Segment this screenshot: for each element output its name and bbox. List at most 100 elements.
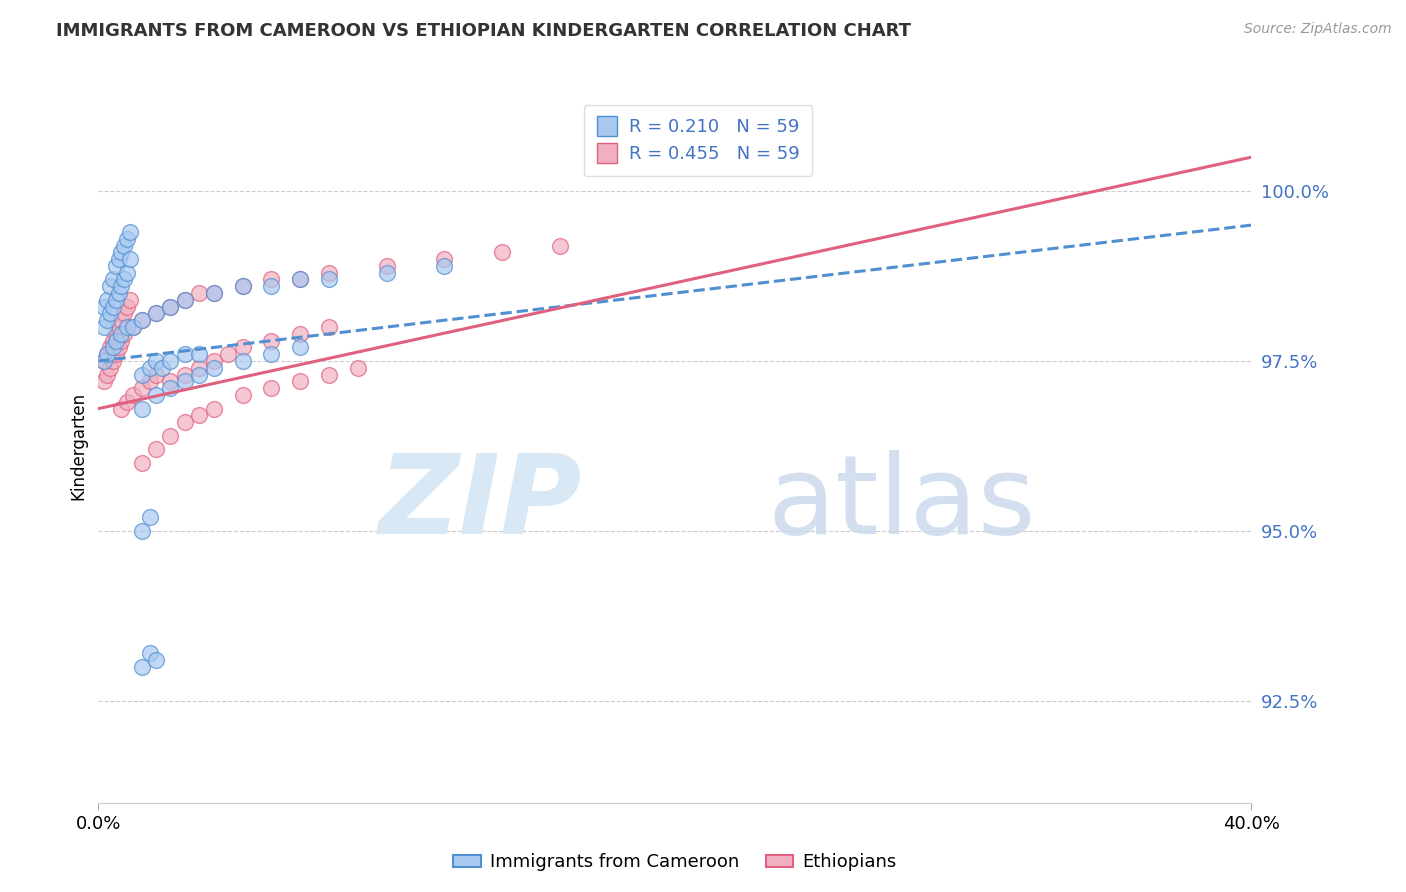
Point <box>112 306 135 320</box>
Point <box>290 326 312 341</box>
Point <box>93 354 115 368</box>
Point <box>231 341 254 355</box>
Point <box>260 272 283 286</box>
Text: atlas: atlas <box>768 450 1036 557</box>
Point <box>290 341 312 355</box>
Point <box>491 245 513 260</box>
Point <box>145 354 167 368</box>
Point <box>93 354 115 368</box>
Point <box>104 259 127 273</box>
Point <box>346 360 368 375</box>
Point <box>260 334 283 348</box>
Point <box>174 347 197 361</box>
Point <box>101 300 124 314</box>
Point <box>159 300 181 314</box>
Point <box>150 360 173 375</box>
Point <box>174 375 197 389</box>
Point <box>145 306 167 320</box>
Point <box>433 252 456 266</box>
Point <box>131 456 153 470</box>
Point <box>96 293 118 307</box>
Point <box>145 388 167 402</box>
Point <box>290 272 312 286</box>
Point <box>139 510 162 524</box>
Point <box>112 238 135 252</box>
Point <box>145 653 167 667</box>
Point <box>131 401 153 416</box>
Point <box>290 375 312 389</box>
Point <box>107 341 129 355</box>
Point <box>131 313 153 327</box>
Point <box>122 320 145 334</box>
Point <box>159 300 181 314</box>
Point <box>433 259 456 273</box>
Point <box>101 354 124 368</box>
Point <box>93 300 115 314</box>
Point <box>120 293 142 307</box>
Point <box>101 334 124 348</box>
Point <box>188 360 211 375</box>
Point <box>98 279 121 293</box>
Point <box>117 232 138 246</box>
Point <box>110 313 132 327</box>
Point <box>139 375 162 389</box>
Point <box>159 381 181 395</box>
Point <box>139 646 162 660</box>
Point <box>131 660 153 674</box>
Point <box>231 279 254 293</box>
Point <box>202 401 225 416</box>
Point <box>96 368 118 382</box>
Point <box>110 326 132 341</box>
Point <box>260 347 283 361</box>
Point <box>93 375 115 389</box>
Point <box>104 326 127 341</box>
Point <box>101 272 124 286</box>
Point <box>117 266 138 280</box>
Point <box>375 266 398 280</box>
Point <box>139 360 162 375</box>
Point <box>159 375 181 389</box>
Point <box>104 293 127 307</box>
Point <box>131 368 153 382</box>
Point <box>145 368 167 382</box>
Point <box>260 381 283 395</box>
Point <box>96 347 118 361</box>
Point <box>104 334 127 348</box>
Point <box>188 409 211 423</box>
Legend: R = 0.210   N = 59, R = 0.455   N = 59: R = 0.210 N = 59, R = 0.455 N = 59 <box>583 105 813 176</box>
Point <box>318 272 340 286</box>
Point <box>120 225 142 239</box>
Point <box>188 368 211 382</box>
Point <box>188 347 211 361</box>
Point <box>231 354 254 368</box>
Point <box>110 245 132 260</box>
Point <box>98 306 121 320</box>
Point <box>174 293 197 307</box>
Point <box>122 320 145 334</box>
Point <box>174 415 197 429</box>
Point <box>202 360 225 375</box>
Text: ZIP: ZIP <box>380 450 582 557</box>
Point <box>131 313 153 327</box>
Text: IMMIGRANTS FROM CAMEROON VS ETHIOPIAN KINDERGARTEN CORRELATION CHART: IMMIGRANTS FROM CAMEROON VS ETHIOPIAN KI… <box>56 22 911 40</box>
Point <box>131 524 153 538</box>
Point <box>202 354 225 368</box>
Point <box>122 388 145 402</box>
Point <box>96 313 118 327</box>
Point <box>104 347 127 361</box>
Y-axis label: Kindergarten: Kindergarten <box>69 392 87 500</box>
Point <box>96 347 118 361</box>
Point <box>174 293 197 307</box>
Point <box>112 326 135 341</box>
Point <box>159 354 181 368</box>
Point <box>375 259 398 273</box>
Point <box>101 341 124 355</box>
Point <box>174 368 197 382</box>
Point <box>260 279 283 293</box>
Point <box>548 238 571 252</box>
Point <box>202 286 225 301</box>
Point <box>318 266 340 280</box>
Point <box>145 306 167 320</box>
Point <box>145 442 167 457</box>
Point <box>202 286 225 301</box>
